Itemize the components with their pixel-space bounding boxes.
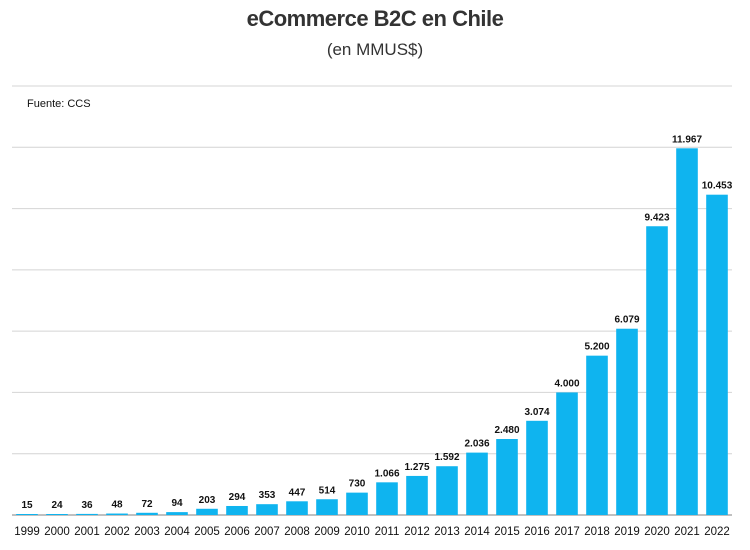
- x-tick-label-1999: 1999: [14, 526, 40, 538]
- x-tick-label-2013: 2013: [434, 526, 460, 538]
- x-tick-label-2011: 2011: [375, 526, 400, 538]
- value-label-2015: 2.480: [494, 425, 519, 436]
- value-label-2004: 94: [171, 498, 183, 509]
- bar-2010: [346, 492, 368, 515]
- value-label-2018: 5.200: [584, 342, 609, 353]
- value-label-2011: 1.066: [374, 468, 399, 479]
- value-label-2019: 6.079: [614, 315, 639, 326]
- bar-2019: [616, 328, 638, 515]
- x-tick-label-2019: 2019: [614, 526, 640, 538]
- x-tick-label-2005: 2005: [194, 526, 220, 538]
- x-tick-label-2009: 2009: [314, 526, 340, 538]
- x-tick-label-2020: 2020: [644, 526, 670, 538]
- bar-2009: [316, 499, 338, 515]
- bar-2004: [166, 512, 188, 515]
- x-tick-label-2012: 2012: [404, 526, 430, 538]
- value-label-1999: 15: [21, 500, 33, 511]
- x-tick-label-2014: 2014: [464, 526, 490, 538]
- value-label-2003: 72: [141, 499, 153, 510]
- value-label-2013: 1.592: [434, 452, 459, 463]
- value-label-2012: 1.275: [404, 462, 429, 473]
- bar-2021: [676, 148, 698, 516]
- value-label-2001: 36: [81, 500, 93, 511]
- value-label-2017: 4.000: [554, 378, 579, 389]
- bar-2002: [106, 513, 128, 515]
- bar-2016: [526, 420, 548, 515]
- chart-title: eCommerce B2C en Chile: [246, 6, 504, 31]
- x-tick-label-2001: 2001: [74, 526, 100, 538]
- bar-2011: [376, 482, 398, 515]
- value-label-2007: 353: [259, 490, 276, 501]
- bar-2013: [436, 466, 458, 515]
- value-label-2000: 24: [51, 500, 63, 511]
- bar-1999: [16, 514, 38, 515]
- x-tick-labels: 1999 2000 2001 2002 2003 2004 2005 2006 2007 2008…: [14, 526, 730, 538]
- bar-2000: [46, 514, 68, 515]
- bars: [16, 148, 728, 516]
- x-tick-label-2021: 2021: [674, 526, 700, 538]
- bar-2018: [586, 355, 608, 515]
- x-tick-label-2010: 2010: [344, 526, 370, 538]
- value-label-2022: 10.453: [702, 181, 733, 192]
- value-labels: 15 24 36 48 72 94 203 294 353 447 514 730 1.066 1.275…: [21, 134, 732, 511]
- bar-2017: [556, 392, 578, 515]
- value-label-2006: 294: [229, 492, 246, 503]
- chart-subtitle: (en MMUS$): [326, 40, 424, 59]
- x-tick-label-2004: 2004: [164, 526, 190, 538]
- x-tick-label-2017: 2017: [554, 526, 580, 538]
- x-tick-label-2016: 2016: [524, 526, 550, 538]
- value-label-2020: 9.423: [644, 212, 669, 223]
- value-label-2016: 3.074: [524, 407, 549, 418]
- bar-2006: [226, 505, 248, 515]
- bar-2005: [196, 508, 218, 515]
- value-label-2008: 447: [289, 487, 306, 498]
- x-tick-label-2008: 2008: [284, 526, 310, 538]
- x-tick-label-2006: 2006: [224, 526, 250, 538]
- grid-lines: [12, 85, 732, 516]
- bar-2020: [646, 226, 668, 515]
- bar-2007: [256, 504, 278, 515]
- bar-2014: [466, 452, 488, 515]
- x-tick-label-2007: 2007: [254, 526, 280, 538]
- x-tick-label-2000: 2000: [44, 526, 70, 538]
- value-label-2002: 48: [111, 500, 123, 511]
- x-tick-label-2018: 2018: [584, 526, 610, 538]
- bar-2015: [496, 439, 518, 515]
- x-tick-label-2022: 2022: [704, 526, 730, 538]
- bar-2008: [286, 501, 308, 515]
- value-label-2021: 11.967: [672, 134, 702, 145]
- value-label-2014: 2.036: [464, 439, 489, 450]
- bar-2012: [406, 475, 428, 515]
- bar-2001: [76, 513, 98, 515]
- bar-2003: [136, 512, 158, 515]
- bar-2022: [706, 194, 728, 515]
- chart-source: Fuente: CCS: [27, 98, 91, 110]
- value-label-2010: 730: [349, 479, 366, 490]
- x-tick-label-2003: 2003: [134, 526, 160, 538]
- value-label-2009: 514: [319, 485, 336, 496]
- value-label-2005: 203: [199, 495, 216, 506]
- x-tick-label-2015: 2015: [494, 526, 520, 538]
- x-tick-label-2002: 2002: [104, 526, 130, 538]
